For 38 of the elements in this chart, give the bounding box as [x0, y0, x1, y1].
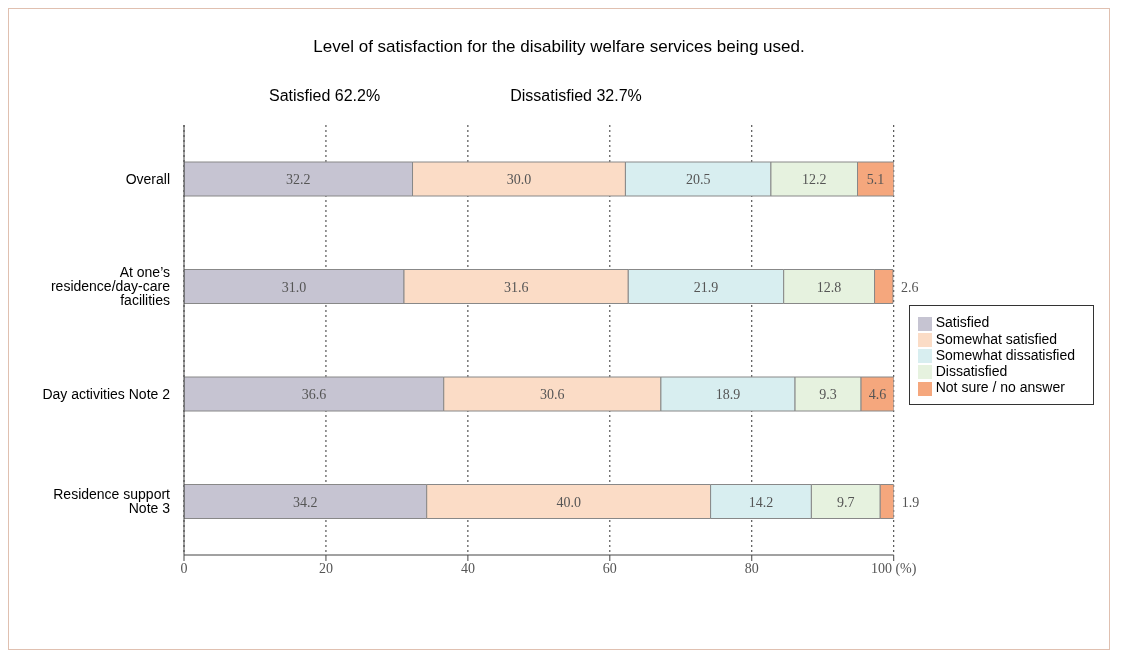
y-tick-label: Day activities Note 2 [42, 385, 171, 402]
x-tick-label: 40 [460, 560, 475, 576]
x-tick-label: 60 [602, 560, 617, 576]
legend-label: Somewhat satisfied [935, 330, 1058, 347]
data-label: 5.1 [866, 172, 885, 187]
data-label: 12.2 [801, 172, 827, 187]
data-label: 4.6 [868, 387, 887, 402]
data-label: 34.2 [293, 494, 318, 510]
data-label: 32.2 [286, 172, 311, 187]
chart-title: Level of satisfaction for the disability welfare services being used. [312, 37, 806, 57]
legend-label: Dissatisfied [935, 363, 1008, 380]
data-label: 14.2 [748, 494, 774, 510]
data-label: 30.6 [540, 387, 565, 402]
x-tick-label: 100 (%) [870, 560, 917, 577]
y-tick-label: Overall [125, 170, 170, 187]
data-label: 31.0 [281, 279, 307, 295]
data-label: 1.9 [901, 494, 920, 510]
data-label: 20.5 [685, 172, 711, 187]
data-label: 30.0 [506, 172, 532, 187]
data-label: 18.9 [715, 387, 741, 402]
y-tick-label: At one’s residence/day-care facilities [50, 264, 171, 309]
data-label: 31.6 [503, 279, 529, 295]
legend-label: Satisfied [935, 314, 990, 331]
data-label: 12.8 [816, 279, 842, 295]
data-label: 40.0 [556, 494, 581, 510]
data-label: 9.7 [837, 494, 855, 510]
y-tick-label: Residence support Note 3 [53, 486, 171, 517]
data-label: 36.6 [301, 387, 327, 402]
data-label: 21.9 [693, 279, 719, 295]
legend-label: Somewhat dissatisfied [935, 346, 1075, 363]
x-tick-label: 80 [744, 560, 759, 576]
data-label: 2.6 [900, 279, 919, 295]
x-tick-label: 0 [180, 560, 188, 576]
text: Satisfied 62.2% [269, 87, 381, 105]
x-tick-label: 20 [318, 560, 333, 576]
legend-label: Not sure / no answer [935, 379, 1065, 396]
data-label: 9.3 [819, 387, 837, 402]
text: Dissatisfied 32.7% [510, 87, 642, 105]
